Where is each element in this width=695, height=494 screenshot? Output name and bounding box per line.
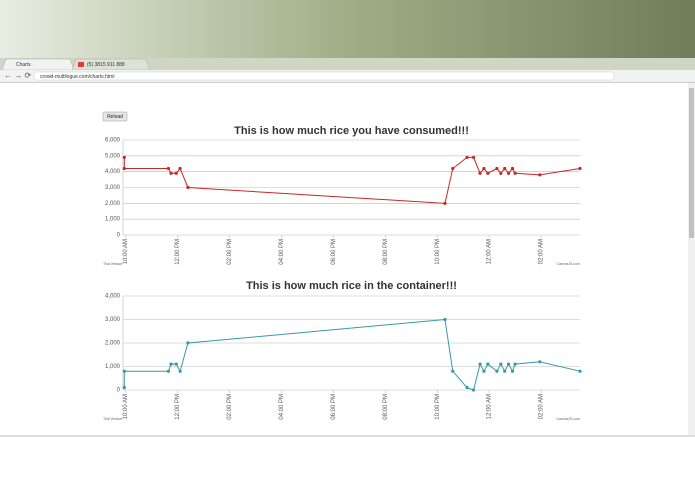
data-point xyxy=(166,369,171,373)
data-point xyxy=(499,362,503,366)
data-point xyxy=(486,362,490,366)
data-point xyxy=(499,171,503,175)
data-point xyxy=(178,369,182,373)
x-tick-label: 02:00 PM xyxy=(227,394,233,420)
y-tick-label: 2,000 xyxy=(105,341,121,347)
data-point xyxy=(178,166,182,171)
chart-title: This is how much rice you have consumed!… xyxy=(234,125,469,137)
x-tick-label: 12:00 AM xyxy=(487,394,493,419)
data-point xyxy=(503,369,507,373)
data-point xyxy=(482,369,486,373)
data-point xyxy=(186,185,190,190)
desktop-background xyxy=(0,0,695,58)
data-point xyxy=(513,362,517,366)
data-point xyxy=(478,362,482,366)
x-tick-label: 06:00 PM xyxy=(331,394,337,420)
data-point xyxy=(513,171,517,175)
watermark-right: CanvasJS.com xyxy=(556,262,580,266)
data-point xyxy=(578,166,582,171)
y-tick-label: 1,000 xyxy=(105,217,121,223)
x-tick-label: 10:00 AM xyxy=(123,239,129,264)
data-point xyxy=(443,201,447,205)
scrollbar-thumb[interactable] xyxy=(689,88,694,238)
data-point xyxy=(506,362,511,366)
data-point xyxy=(122,386,126,390)
x-tick-label: 12:00 AM xyxy=(487,239,493,264)
data-point xyxy=(471,155,476,160)
x-tick-label: 12:00 PM xyxy=(175,239,181,265)
y-tick-label: 5,000 xyxy=(105,153,121,159)
data-point xyxy=(578,369,582,373)
data-line xyxy=(123,318,581,391)
x-tick-label: 10:00 PM xyxy=(435,239,441,265)
tab-strip xyxy=(0,58,695,70)
x-tick-label: 12:00 PM xyxy=(175,394,181,420)
data-point xyxy=(471,388,476,392)
data-point xyxy=(465,386,469,390)
data-point xyxy=(465,155,469,160)
x-tick-label: 08:00 PM xyxy=(383,394,389,420)
watermark-left: Trial Version xyxy=(103,417,122,421)
reload-button[interactable] xyxy=(102,111,128,122)
y-tick-label: 3,000 xyxy=(105,317,121,323)
x-tick-label: 08:00 PM xyxy=(383,239,389,265)
data-point xyxy=(122,166,126,171)
y-tick-label: 4,000 xyxy=(105,294,121,300)
data-point xyxy=(538,360,542,364)
data-point xyxy=(478,171,482,175)
x-tick-label: 04:00 PM xyxy=(279,239,285,265)
x-tick-label: 10:00 AM xyxy=(123,394,129,419)
data-point xyxy=(174,171,178,175)
toolbar-border xyxy=(0,82,695,83)
x-tick-label: 06:00 PM xyxy=(331,239,337,265)
x-tick-label: 02:00 AM xyxy=(539,394,545,419)
data-point xyxy=(495,166,499,171)
data-point xyxy=(174,362,178,366)
tab-active[interactable] xyxy=(1,58,75,71)
address-bar[interactable] xyxy=(33,71,615,81)
data-point xyxy=(186,341,190,345)
y-tick-label: 4,000 xyxy=(105,169,121,175)
y-tick-label: 1,000 xyxy=(105,364,121,370)
x-tick-label: 10:00 PM xyxy=(435,394,441,420)
data-point xyxy=(122,369,126,373)
page-bottom xyxy=(0,435,695,437)
data-point xyxy=(169,171,173,175)
tab-title: (5) 3815 911 888 xyxy=(87,62,125,68)
scrollbar[interactable] xyxy=(688,83,695,435)
data-point xyxy=(122,155,126,160)
reload-label: Reload xyxy=(107,114,123,120)
data-point xyxy=(166,166,171,171)
chart-title: This is how much rice in the container!!… xyxy=(246,280,457,292)
data-point xyxy=(482,166,486,171)
y-tick-label: 2,000 xyxy=(105,201,121,207)
nav-buttons[interactable]: ← → ⟳ xyxy=(4,71,31,80)
data-point xyxy=(538,173,542,177)
data-point xyxy=(510,166,515,171)
data-point xyxy=(510,369,515,373)
y-tick-label: 0 xyxy=(117,388,121,394)
x-tick-label: 04:00 PM xyxy=(279,394,285,420)
url: crowd-multilogue.com/charts.html xyxy=(40,74,114,80)
data-point xyxy=(495,369,499,373)
y-tick-label: 3,000 xyxy=(105,185,121,191)
watermark-right: CanvasJS.com xyxy=(556,417,580,421)
data-point xyxy=(451,166,455,171)
data-point xyxy=(503,166,507,171)
data-point xyxy=(443,317,447,322)
y-tick-label: 0 xyxy=(117,233,121,239)
data-point xyxy=(506,171,511,175)
tab-icon xyxy=(78,62,84,67)
watermark-left: Trial Version xyxy=(103,262,122,266)
y-tick-label: 6,000 xyxy=(105,138,121,144)
data-line xyxy=(123,156,581,204)
data-point xyxy=(169,362,173,366)
data-point xyxy=(486,171,490,175)
x-tick-label: 02:00 AM xyxy=(539,239,545,264)
data-point xyxy=(451,369,455,373)
tab-title: Charts xyxy=(16,62,31,68)
x-tick-label: 02:00 PM xyxy=(227,239,233,265)
